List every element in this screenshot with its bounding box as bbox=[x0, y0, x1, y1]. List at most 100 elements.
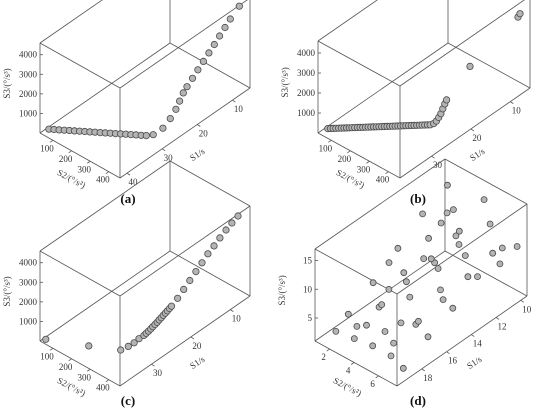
data-point bbox=[192, 267, 200, 276]
y-tick-label: 2 bbox=[321, 352, 326, 362]
data-point bbox=[85, 342, 93, 350]
x-tick-label: 20 bbox=[199, 128, 209, 138]
box-edge bbox=[399, 0, 525, 87]
data-point bbox=[427, 255, 435, 263]
z-tick-label: 3000 bbox=[297, 68, 316, 78]
x-tick-label: 10 bbox=[522, 304, 532, 314]
z-tick-label: 2000 bbox=[19, 89, 38, 99]
data-point bbox=[513, 243, 521, 250]
data-point bbox=[176, 97, 184, 105]
box-edge bbox=[317, 42, 449, 134]
x-axis-label: S1/s bbox=[468, 146, 487, 163]
y-tick-label: 400 bbox=[96, 383, 110, 393]
data-point bbox=[204, 250, 212, 258]
data-point bbox=[210, 242, 218, 250]
data-point bbox=[350, 335, 358, 343]
data-point bbox=[226, 15, 234, 23]
data-point bbox=[414, 317, 422, 325]
x-tick-mark bbox=[495, 317, 500, 320]
x-tick-mark bbox=[520, 299, 525, 303]
x-tick-label: 10 bbox=[234, 104, 244, 114]
x-tick-mark bbox=[151, 363, 155, 367]
data-point bbox=[199, 57, 207, 66]
panel-b: 1000 2000 3000 4000 100 200 300 400 10 20 30 S3/(°/… bbox=[280, 0, 531, 206]
box-edge bbox=[169, 160, 251, 207]
panel-d: 5 10 15 2 4 6 10 12 14 16 18 S3/(°/s³) S2/(°/s²) S1/s… bbox=[277, 158, 532, 408]
z-tick-label: 4000 bbox=[19, 258, 38, 268]
y-tick-label: 300 bbox=[357, 164, 371, 174]
data-point bbox=[434, 265, 442, 272]
y-tick-label: 300 bbox=[77, 164, 91, 174]
data-point bbox=[394, 244, 402, 252]
data-point bbox=[424, 333, 432, 341]
data-point bbox=[443, 181, 451, 189]
data-point bbox=[498, 244, 506, 252]
x-tick-label: 30 bbox=[153, 368, 163, 378]
data-point bbox=[466, 62, 474, 71]
z-tick-label: 5 bbox=[308, 313, 313, 323]
box-edge bbox=[39, 132, 121, 179]
y-tick-mark bbox=[68, 150, 72, 154]
x-tick-mark bbox=[431, 155, 435, 159]
data-point bbox=[496, 260, 504, 268]
z-tick-label: 1000 bbox=[297, 108, 316, 118]
x-tick-mark bbox=[161, 148, 166, 152]
x-tick-label: 18 bbox=[423, 373, 433, 383]
data-point bbox=[205, 49, 213, 57]
box-edge bbox=[444, 250, 528, 297]
y-tick-label: 4 bbox=[346, 365, 351, 375]
data-point bbox=[172, 105, 180, 113]
data-point bbox=[402, 278, 410, 286]
z-tick-label: 4000 bbox=[19, 50, 38, 60]
data-point bbox=[179, 89, 187, 97]
x-tick-mark bbox=[421, 368, 425, 372]
box-edge bbox=[39, 42, 171, 134]
y-tick-mark bbox=[105, 379, 110, 383]
data-point bbox=[188, 74, 197, 82]
y-tick-label: 400 bbox=[96, 175, 110, 185]
data-point bbox=[378, 301, 386, 309]
panel-label: (b) bbox=[410, 191, 426, 206]
box-edge bbox=[119, 0, 248, 89]
y-tick-label: 100 bbox=[40, 351, 54, 361]
y-tick-mark bbox=[347, 150, 351, 154]
data-point bbox=[332, 327, 340, 335]
data-point bbox=[425, 234, 433, 242]
y-tick-mark bbox=[87, 160, 91, 164]
x-tick-mark bbox=[446, 351, 450, 355]
box-edge bbox=[169, 42, 251, 89]
box-edge bbox=[317, 0, 378, 42]
data-point bbox=[390, 339, 398, 347]
y-tick-mark bbox=[366, 160, 370, 164]
box-edge bbox=[396, 203, 528, 295]
z-tick-label: 3000 bbox=[19, 277, 38, 287]
box-edge bbox=[447, 42, 531, 89]
y-tick-label: 200 bbox=[59, 362, 73, 372]
x-tick-label: 14 bbox=[473, 339, 483, 349]
panel-a: 1000 2000 3000 4000 100 200 300 400 10 20 30 40 S3/(… bbox=[2, 0, 251, 206]
data-point bbox=[180, 285, 188, 293]
x-tick-mark bbox=[230, 309, 234, 312]
x-tick-mark bbox=[197, 124, 201, 127]
data-point bbox=[159, 124, 167, 132]
data-point bbox=[42, 335, 50, 343]
box-edge bbox=[119, 295, 251, 387]
data-point bbox=[186, 276, 194, 285]
data-point bbox=[198, 259, 206, 267]
data-point bbox=[399, 364, 407, 372]
z-tick-label: 3000 bbox=[19, 69, 38, 79]
y-tick-label: 200 bbox=[59, 154, 73, 164]
box-edge bbox=[314, 340, 398, 387]
data-point bbox=[486, 220, 494, 228]
y-axis-label: S2/(°/s²) bbox=[332, 375, 363, 398]
data-point bbox=[443, 209, 451, 217]
z-tick-label: 2000 bbox=[19, 297, 38, 307]
data-point bbox=[234, 212, 242, 220]
x-tick-label: 30 bbox=[433, 160, 443, 170]
panel-c: 1000 2000 3000 4000 100 200 300 400 10 20 30 S3/(°/… bbox=[2, 160, 251, 408]
y-tick-mark bbox=[326, 348, 330, 352]
z-axis-label: S3/(°/s³) bbox=[2, 68, 12, 98]
data-point bbox=[221, 23, 229, 32]
z-axis-label: S3/(°/s³) bbox=[280, 67, 290, 97]
z-tick-label: 1000 bbox=[19, 316, 38, 326]
